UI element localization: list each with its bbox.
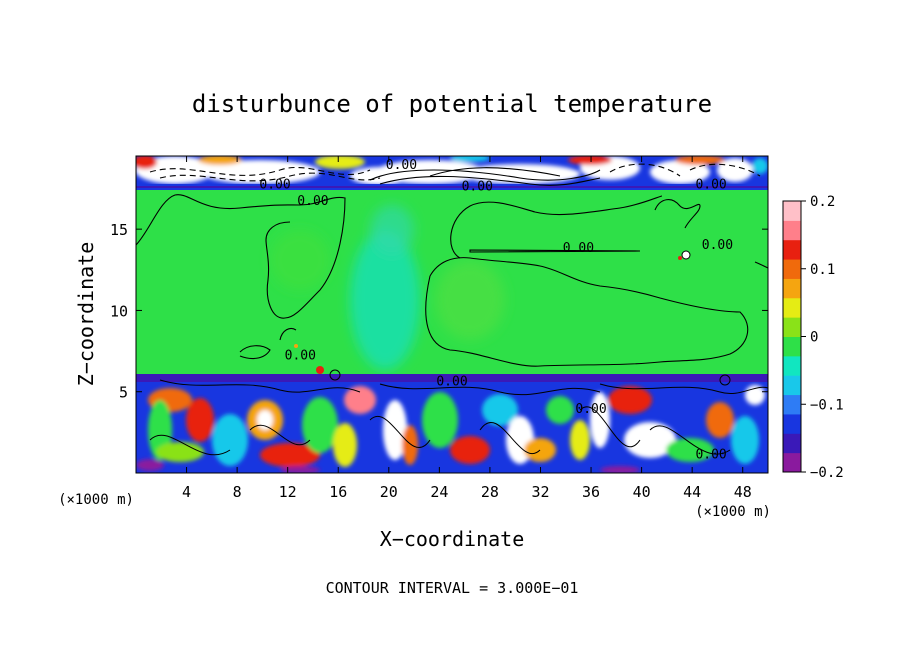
- contour-label: 0.00: [285, 348, 316, 363]
- colorbar-swatch: [783, 317, 801, 337]
- colorbar-swatch: [783, 259, 801, 279]
- colorbar-tick-label: −0.1: [810, 397, 844, 413]
- contour-label: 0.00: [259, 178, 290, 193]
- colorbar-swatch: [783, 394, 801, 415]
- y-tick-label: 5: [119, 384, 128, 402]
- zero-contours: [136, 194, 768, 367]
- colorbar-swatch: [783, 355, 801, 376]
- y-axis: 5 10 15: [110, 221, 768, 402]
- contour-label: 0.00: [297, 194, 328, 209]
- colorbar-tick-label: −0.2: [810, 465, 844, 481]
- plot-frame: [135, 155, 769, 474]
- contour-labels: 0.00 0.00 0.00 0.00 0.00 0.00 0.00 0.00 0.00 0.00…: [259, 158, 733, 462]
- colorbar-swatch: [783, 375, 801, 396]
- colorbar-swatch: [783, 297, 801, 318]
- y-tick-label: 15: [110, 221, 128, 239]
- x-tick-label: 40: [633, 483, 651, 501]
- contour-label: 0.00: [575, 402, 606, 417]
- contour-interval-note: CONTOUR INTERVAL = 3.000E−01: [326, 579, 579, 597]
- colorbar-swatch: [783, 452, 801, 473]
- colorbar-swatch: [783, 220, 801, 241]
- x-axis: 4 8 12 16 20 24 28 32 36 40 44 48: [182, 156, 752, 501]
- middle-layer: [270, 205, 505, 370]
- x-tick-label: 28: [481, 483, 499, 501]
- colorbar: 0.2 0.1 0 −0.1 −0.2: [782, 194, 844, 481]
- contour-label: 0.00: [695, 178, 726, 193]
- contour-label: 0.00: [462, 179, 493, 194]
- contour-label: 0.00: [695, 447, 726, 462]
- x-tick-label: 24: [430, 483, 448, 501]
- hot-spots: [294, 250, 731, 386]
- x-tick-label: 44: [683, 483, 701, 501]
- y-axis-label: Z−coordinate: [74, 242, 98, 387]
- colorbar-swatch: [783, 278, 801, 299]
- colorbar-swatch: [783, 413, 801, 434]
- x-tick-label: 36: [582, 483, 600, 501]
- colorbar-tick-label: 0.2: [810, 194, 835, 210]
- colorbar-swatch: [783, 239, 801, 260]
- x-tick-label: 32: [531, 483, 549, 501]
- top-band: [136, 156, 768, 190]
- colorbar-tick-label: 0: [810, 330, 818, 346]
- x-tick-label: 16: [329, 483, 347, 501]
- contour-label: 0.00: [702, 238, 733, 253]
- x-tick-label: 48: [734, 483, 752, 501]
- contour-label: 0.00: [563, 241, 594, 256]
- x-tick-label: 8: [233, 483, 242, 501]
- x-tick-label: 20: [380, 483, 398, 501]
- colorbar-tick-label: 0.1: [810, 262, 835, 278]
- x-unit-right: (×1000 m): [695, 504, 771, 520]
- contour-label: 0.00: [436, 374, 467, 389]
- x-axis-label: X−coordinate: [380, 527, 525, 551]
- x-tick-label: 4: [182, 483, 191, 501]
- colorbar-swatch: [783, 336, 801, 357]
- chart-title: disturbunce of potential temperature: [192, 90, 712, 118]
- plot-area: 0.00 0.00 0.00 0.00 0.00 0.00 0.00 0.00 0.00 0.00…: [136, 156, 768, 473]
- colorbar-swatch: [783, 201, 801, 221]
- colorbar-swatch: [783, 433, 801, 454]
- x-tick-label: 12: [279, 483, 297, 501]
- x-unit-left: (×1000 m): [58, 492, 134, 508]
- contour-label: 0.00: [386, 158, 417, 173]
- y-tick-label: 10: [110, 302, 128, 320]
- lower-band: [136, 374, 768, 473]
